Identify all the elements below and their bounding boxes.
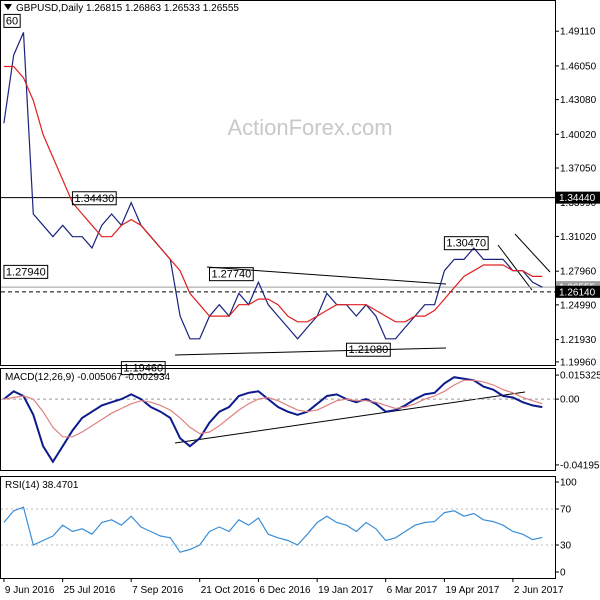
y-tick-label: -0.041957 [560, 460, 600, 471]
y-tick-label: 1.24990 [560, 300, 597, 311]
x-tick-label: 6 Dec 2016 [259, 585, 311, 596]
x-tick-label: 19 Jan 2017 [318, 585, 373, 596]
annotation: 1.19460 [123, 363, 163, 375]
annotation-box [71, 191, 117, 206]
x-tick-label: 9 Jun 2016 [5, 585, 55, 596]
trend-line [514, 233, 551, 273]
annotation: 1.27740 [211, 269, 251, 281]
level-label: 1.34440 [559, 193, 596, 204]
header: GBPUSD,Daily 1.26815 1.26863 1.26533 1.2… [16, 3, 239, 14]
y-tick-label: 1.31020 [560, 232, 597, 243]
y-tick-label: 0 [560, 567, 566, 578]
y-tick-label: 1.43080 [560, 95, 597, 106]
trend-line [206, 266, 447, 285]
annotation: 1.30470 [446, 238, 486, 250]
macd-label: MACD(12,26,9) -0.005067 -0.002934 [5, 372, 171, 383]
y-tick-label: 1.19960 [560, 357, 597, 368]
y-tick-label: 30 [560, 540, 572, 551]
y-tick-label: 100 [560, 478, 577, 489]
x-tick-label: 7 Sep 2016 [132, 585, 184, 596]
x-tick-label: 21 Oct 2016 [201, 585, 256, 596]
annotation-box [346, 342, 391, 357]
series-line [3, 65, 543, 323]
annotation-box [443, 236, 489, 251]
trend-line [174, 347, 447, 356]
macd-panel [0, 368, 556, 471]
y-tick-label: 1.21930 [560, 335, 597, 346]
annotation: 60 [6, 15, 18, 27]
price-panel [0, 0, 556, 366]
trend-line [497, 244, 533, 291]
level-label: 1.26140 [559, 287, 596, 298]
rsi-label: RSI(14) 38.4701 [5, 480, 79, 491]
annotation: 1.34430 [74, 193, 114, 205]
trend-line [174, 391, 526, 444]
annotation-box [208, 267, 254, 282]
series-line [3, 379, 543, 438]
x-tick-label: 19 Apr 2017 [445, 585, 499, 596]
y-tick-label: 0.00 [560, 395, 580, 406]
y-tick-label: 0.015325 [560, 371, 600, 382]
annotation-box [3, 264, 49, 279]
level-label-box [556, 285, 600, 298]
y-tick-label: 1.27960 [560, 267, 597, 278]
y-tick-label: 1.40020 [560, 130, 597, 141]
y-tick-label: 1.37050 [560, 164, 597, 175]
y-tick-label: 1.33990 [560, 198, 597, 209]
annotation: 1.21080 [349, 344, 389, 356]
series-line [3, 376, 543, 464]
x-tick-label: 25 Jul 2016 [64, 585, 116, 596]
rsi-panel [0, 476, 556, 579]
level-label-box [556, 191, 600, 204]
series-line [3, 506, 543, 553]
x-tick-label: 2 Jun 2017 [514, 585, 564, 596]
menu-arrow [4, 4, 12, 10]
y-tick-label: 1.46050 [560, 61, 597, 72]
annotation-box [3, 13, 21, 28]
y-tick-label: 1.49110 [560, 27, 596, 38]
y-tick-label: 70 [560, 505, 572, 516]
annotation-box [120, 361, 166, 376]
annotation: 1.27940 [6, 266, 46, 278]
watermark: ActionForex.com [227, 115, 392, 140]
series-line [3, 32, 543, 340]
x-tick-label: 6 Mar 2017 [387, 585, 438, 596]
